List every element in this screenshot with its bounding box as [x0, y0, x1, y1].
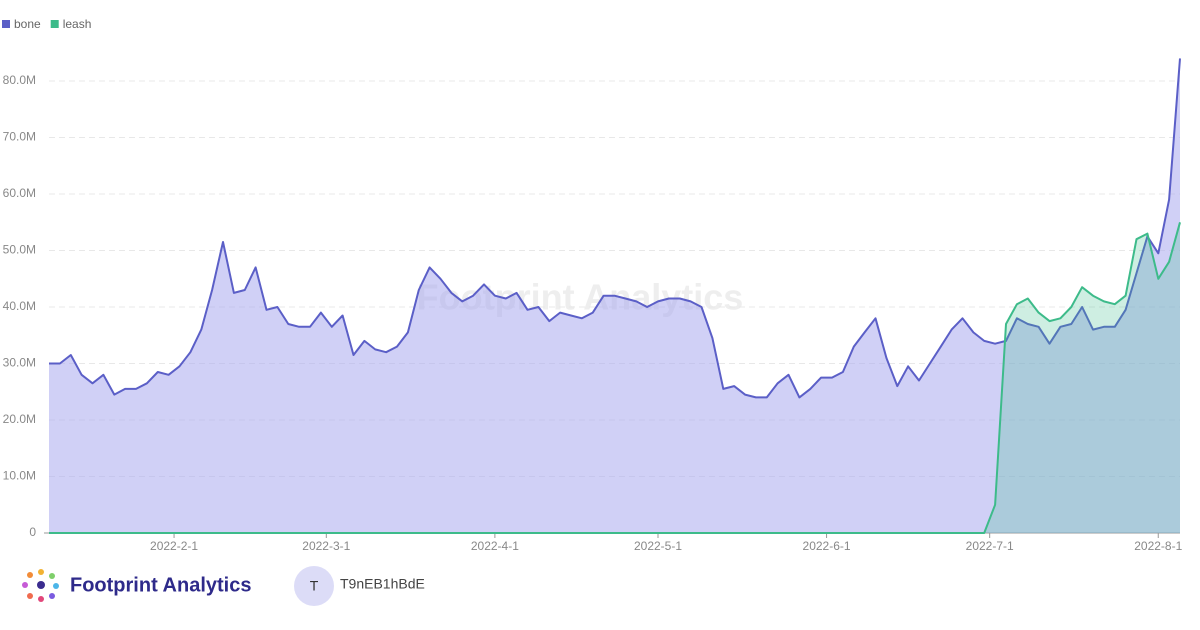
series-line: [49, 58, 1181, 399]
legend: bone leash: [2, 17, 91, 31]
x-tick-label: 2022-8-1: [1134, 539, 1182, 553]
area-fill: [49, 222, 1180, 534]
avatar: [294, 566, 334, 606]
x-tick-label: 2022-7-1: [966, 539, 1014, 553]
x-tick-label: 2022-3-1: [302, 539, 350, 553]
x-tick-label: 2022-5-1: [634, 539, 682, 553]
y-tick-label: 50.0M: [3, 243, 36, 257]
footer-logo: [22, 569, 59, 602]
series-line: [49, 222, 1181, 534]
x-tick-label: 2022-2-1: [150, 539, 198, 553]
y-tick-label: 70.0M: [3, 130, 36, 144]
user-name: T9nEB1hBdE: [340, 576, 425, 592]
avatar-letter: T: [310, 578, 319, 594]
footer-brand: Footprint Analytics: [70, 574, 251, 596]
y-tick-label: 20.0M: [3, 412, 36, 426]
legend-label: leash: [63, 17, 92, 31]
legend-label: bone: [14, 17, 41, 31]
y-tick-label: 40.0M: [3, 299, 36, 313]
y-tick-label: 30.0M: [3, 356, 36, 370]
x-tick-label: 2022-6-1: [803, 539, 851, 553]
y-tick-label: 60.0M: [3, 186, 36, 200]
y-tick-label: 0: [29, 525, 36, 539]
legend-swatch: [50, 20, 59, 28]
x-tick-label: 2022-4-1: [471, 539, 519, 553]
legend-swatch: [2, 20, 10, 28]
y-tick-label: 10.0M: [3, 469, 36, 483]
y-tick-label: 80.0M: [3, 73, 36, 87]
